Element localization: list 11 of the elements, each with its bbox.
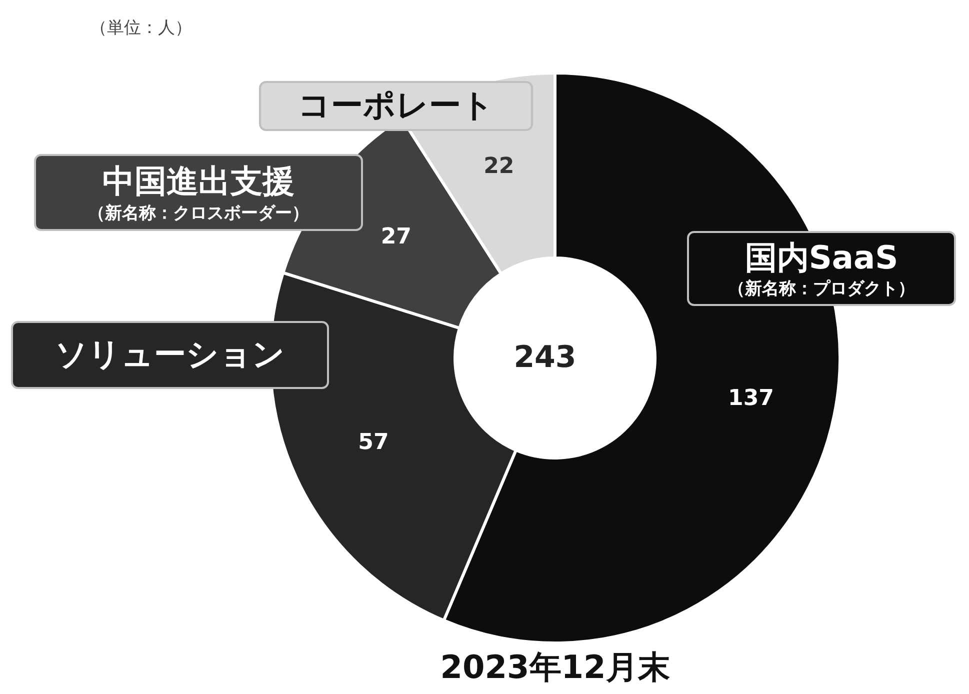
- text: 243: [514, 340, 576, 375]
- slice-label: 国内SaaS（新名称：プロダクト）: [728, 238, 915, 299]
- data-label: 27: [380, 224, 412, 250]
- data-label: 22: [484, 154, 514, 180]
- slice-label: ソリューション: [55, 335, 285, 373]
- data-label: 137: [728, 386, 774, 411]
- text: 2023年12月末: [440, 648, 670, 686]
- data-label: 57: [358, 430, 389, 455]
- slice-label: 中国進出支援（新名称：クロスボーダー）: [88, 162, 309, 224]
- text: （単位：人）: [90, 18, 192, 38]
- slice-label: コーポレート: [298, 86, 494, 124]
